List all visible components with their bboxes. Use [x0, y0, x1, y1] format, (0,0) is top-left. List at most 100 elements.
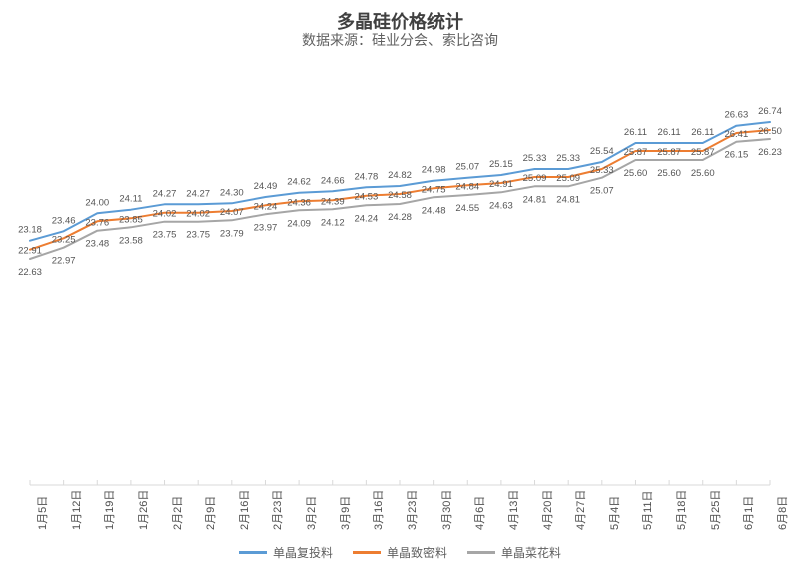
line-chart-svg: 23.1823.4624.0024.1124.2724.2724.3024.49… [20, 60, 780, 480]
x-tick-label: 3月9日 [337, 496, 353, 530]
svg-text:26.23: 26.23 [758, 147, 782, 158]
svg-text:26.50: 26.50 [758, 126, 782, 137]
svg-text:24.30: 24.30 [220, 187, 244, 198]
svg-text:24.24: 24.24 [254, 201, 278, 212]
svg-text:22.91: 22.91 [18, 246, 42, 257]
legend-label: 单晶致密料 [387, 544, 447, 561]
legend-item: 单晶菜花料 [467, 544, 561, 561]
svg-text:23.75: 23.75 [186, 230, 210, 241]
svg-text:24.81: 24.81 [556, 194, 580, 205]
svg-text:25.07: 25.07 [590, 186, 614, 197]
legend-item: 单晶致密料 [353, 544, 447, 561]
svg-text:25.60: 25.60 [624, 168, 648, 179]
svg-text:24.78: 24.78 [354, 171, 378, 182]
svg-text:25.33: 25.33 [556, 153, 580, 164]
svg-text:24.39: 24.39 [321, 196, 345, 207]
legend-swatch [353, 551, 381, 554]
svg-text:25.54: 25.54 [590, 146, 614, 157]
svg-text:26.41: 26.41 [724, 129, 748, 140]
chart-subtitle: 数据来源：硅业分会、索比咨询 [0, 30, 800, 50]
svg-text:24.11: 24.11 [119, 194, 142, 205]
svg-text:23.97: 23.97 [254, 222, 278, 233]
svg-text:22.97: 22.97 [52, 256, 76, 267]
plot-area: 23.1823.4624.0024.1124.2724.2724.3024.49… [20, 60, 780, 480]
svg-text:25.09: 25.09 [556, 173, 580, 184]
svg-text:24.53: 24.53 [354, 192, 378, 203]
svg-text:25.87: 25.87 [624, 147, 648, 158]
legend-label: 单晶菜花料 [501, 544, 561, 561]
svg-text:24.28: 24.28 [388, 212, 412, 223]
x-tick-label: 1月19日 [101, 490, 117, 530]
x-tick-label: 6月1日 [740, 496, 756, 530]
svg-text:25.87: 25.87 [657, 147, 681, 158]
svg-text:22.63: 22.63 [18, 267, 42, 278]
svg-text:23.25: 23.25 [52, 234, 76, 245]
svg-text:25.07: 25.07 [455, 162, 479, 173]
svg-text:24.02: 24.02 [153, 209, 177, 220]
x-tick-label: 5月4日 [606, 496, 622, 530]
svg-text:24.91: 24.91 [489, 179, 513, 190]
legend-label: 单晶复投料 [273, 544, 333, 561]
svg-text:23.75: 23.75 [153, 230, 177, 241]
svg-text:23.76: 23.76 [85, 217, 109, 228]
x-tick-label: 3月30日 [438, 490, 454, 530]
svg-text:26.15: 26.15 [724, 150, 748, 161]
svg-text:23.18: 23.18 [18, 225, 42, 236]
svg-text:23.85: 23.85 [119, 214, 143, 225]
svg-text:24.63: 24.63 [489, 200, 513, 211]
svg-text:24.27: 24.27 [153, 188, 177, 199]
svg-text:24.36: 24.36 [287, 197, 311, 208]
svg-text:23.58: 23.58 [119, 235, 143, 246]
x-tick-label: 2月9日 [202, 496, 218, 530]
x-tick-label: 5月11日 [639, 490, 655, 530]
svg-text:26.74: 26.74 [758, 106, 782, 117]
svg-text:24.09: 24.09 [287, 218, 311, 229]
svg-text:25.33: 25.33 [590, 165, 614, 176]
svg-text:24.49: 24.49 [254, 181, 278, 192]
x-tick-label: 6月8日 [774, 496, 790, 530]
x-tick-label: 4月20日 [539, 490, 555, 530]
svg-text:25.33: 25.33 [523, 153, 547, 164]
legend: 单晶复投料 单晶致密料 单晶菜花料 [0, 543, 800, 561]
svg-text:24.48: 24.48 [422, 205, 446, 216]
x-axis-labels: 1月5日1月12日1月19日1月26日2月2日2月9日2月16日2月23日3月2… [20, 482, 780, 542]
x-tick-label: 3月2日 [303, 496, 319, 530]
x-tick-label: 2月16日 [236, 490, 252, 530]
svg-text:25.60: 25.60 [657, 168, 681, 179]
svg-text:24.66: 24.66 [321, 175, 345, 186]
svg-text:24.81: 24.81 [523, 194, 547, 205]
svg-text:26.11: 26.11 [658, 127, 681, 138]
legend-item: 单晶复投料 [239, 544, 333, 561]
svg-text:23.46: 23.46 [52, 215, 76, 226]
svg-text:26.11: 26.11 [624, 127, 647, 138]
svg-text:24.55: 24.55 [455, 203, 479, 214]
svg-text:24.58: 24.58 [388, 190, 412, 201]
svg-text:24.75: 24.75 [422, 184, 446, 195]
x-tick-label: 5月25日 [707, 490, 723, 530]
svg-text:23.79: 23.79 [220, 228, 244, 239]
svg-text:24.62: 24.62 [287, 177, 311, 188]
svg-text:26.11: 26.11 [691, 127, 714, 138]
svg-text:24.84: 24.84 [455, 181, 479, 192]
x-tick-label: 3月23日 [404, 490, 420, 530]
x-tick-label: 4月27日 [572, 490, 588, 530]
svg-text:23.48: 23.48 [85, 239, 109, 250]
svg-text:24.24: 24.24 [354, 213, 378, 224]
svg-text:24.98: 24.98 [422, 165, 446, 176]
x-tick-label: 3月16日 [370, 490, 386, 530]
svg-text:26.63: 26.63 [724, 110, 748, 121]
chart-container: 多晶硅价格统计 数据来源：硅业分会、索比咨询 23.1823.4624.0024… [0, 0, 800, 567]
svg-text:24.82: 24.82 [388, 170, 412, 181]
x-tick-label: 1月5日 [34, 496, 50, 530]
svg-text:24.02: 24.02 [186, 209, 210, 220]
x-tick-label: 1月26日 [135, 490, 151, 530]
x-tick-label: 4月13日 [505, 490, 521, 530]
x-tick-label: 5月18日 [673, 490, 689, 530]
x-tick-label: 2月2日 [169, 496, 185, 530]
legend-swatch [467, 551, 495, 554]
svg-text:25.15: 25.15 [489, 159, 513, 170]
legend-swatch [239, 551, 267, 554]
svg-text:24.27: 24.27 [186, 188, 210, 199]
svg-text:24.07: 24.07 [220, 207, 244, 218]
svg-text:25.60: 25.60 [691, 168, 715, 179]
